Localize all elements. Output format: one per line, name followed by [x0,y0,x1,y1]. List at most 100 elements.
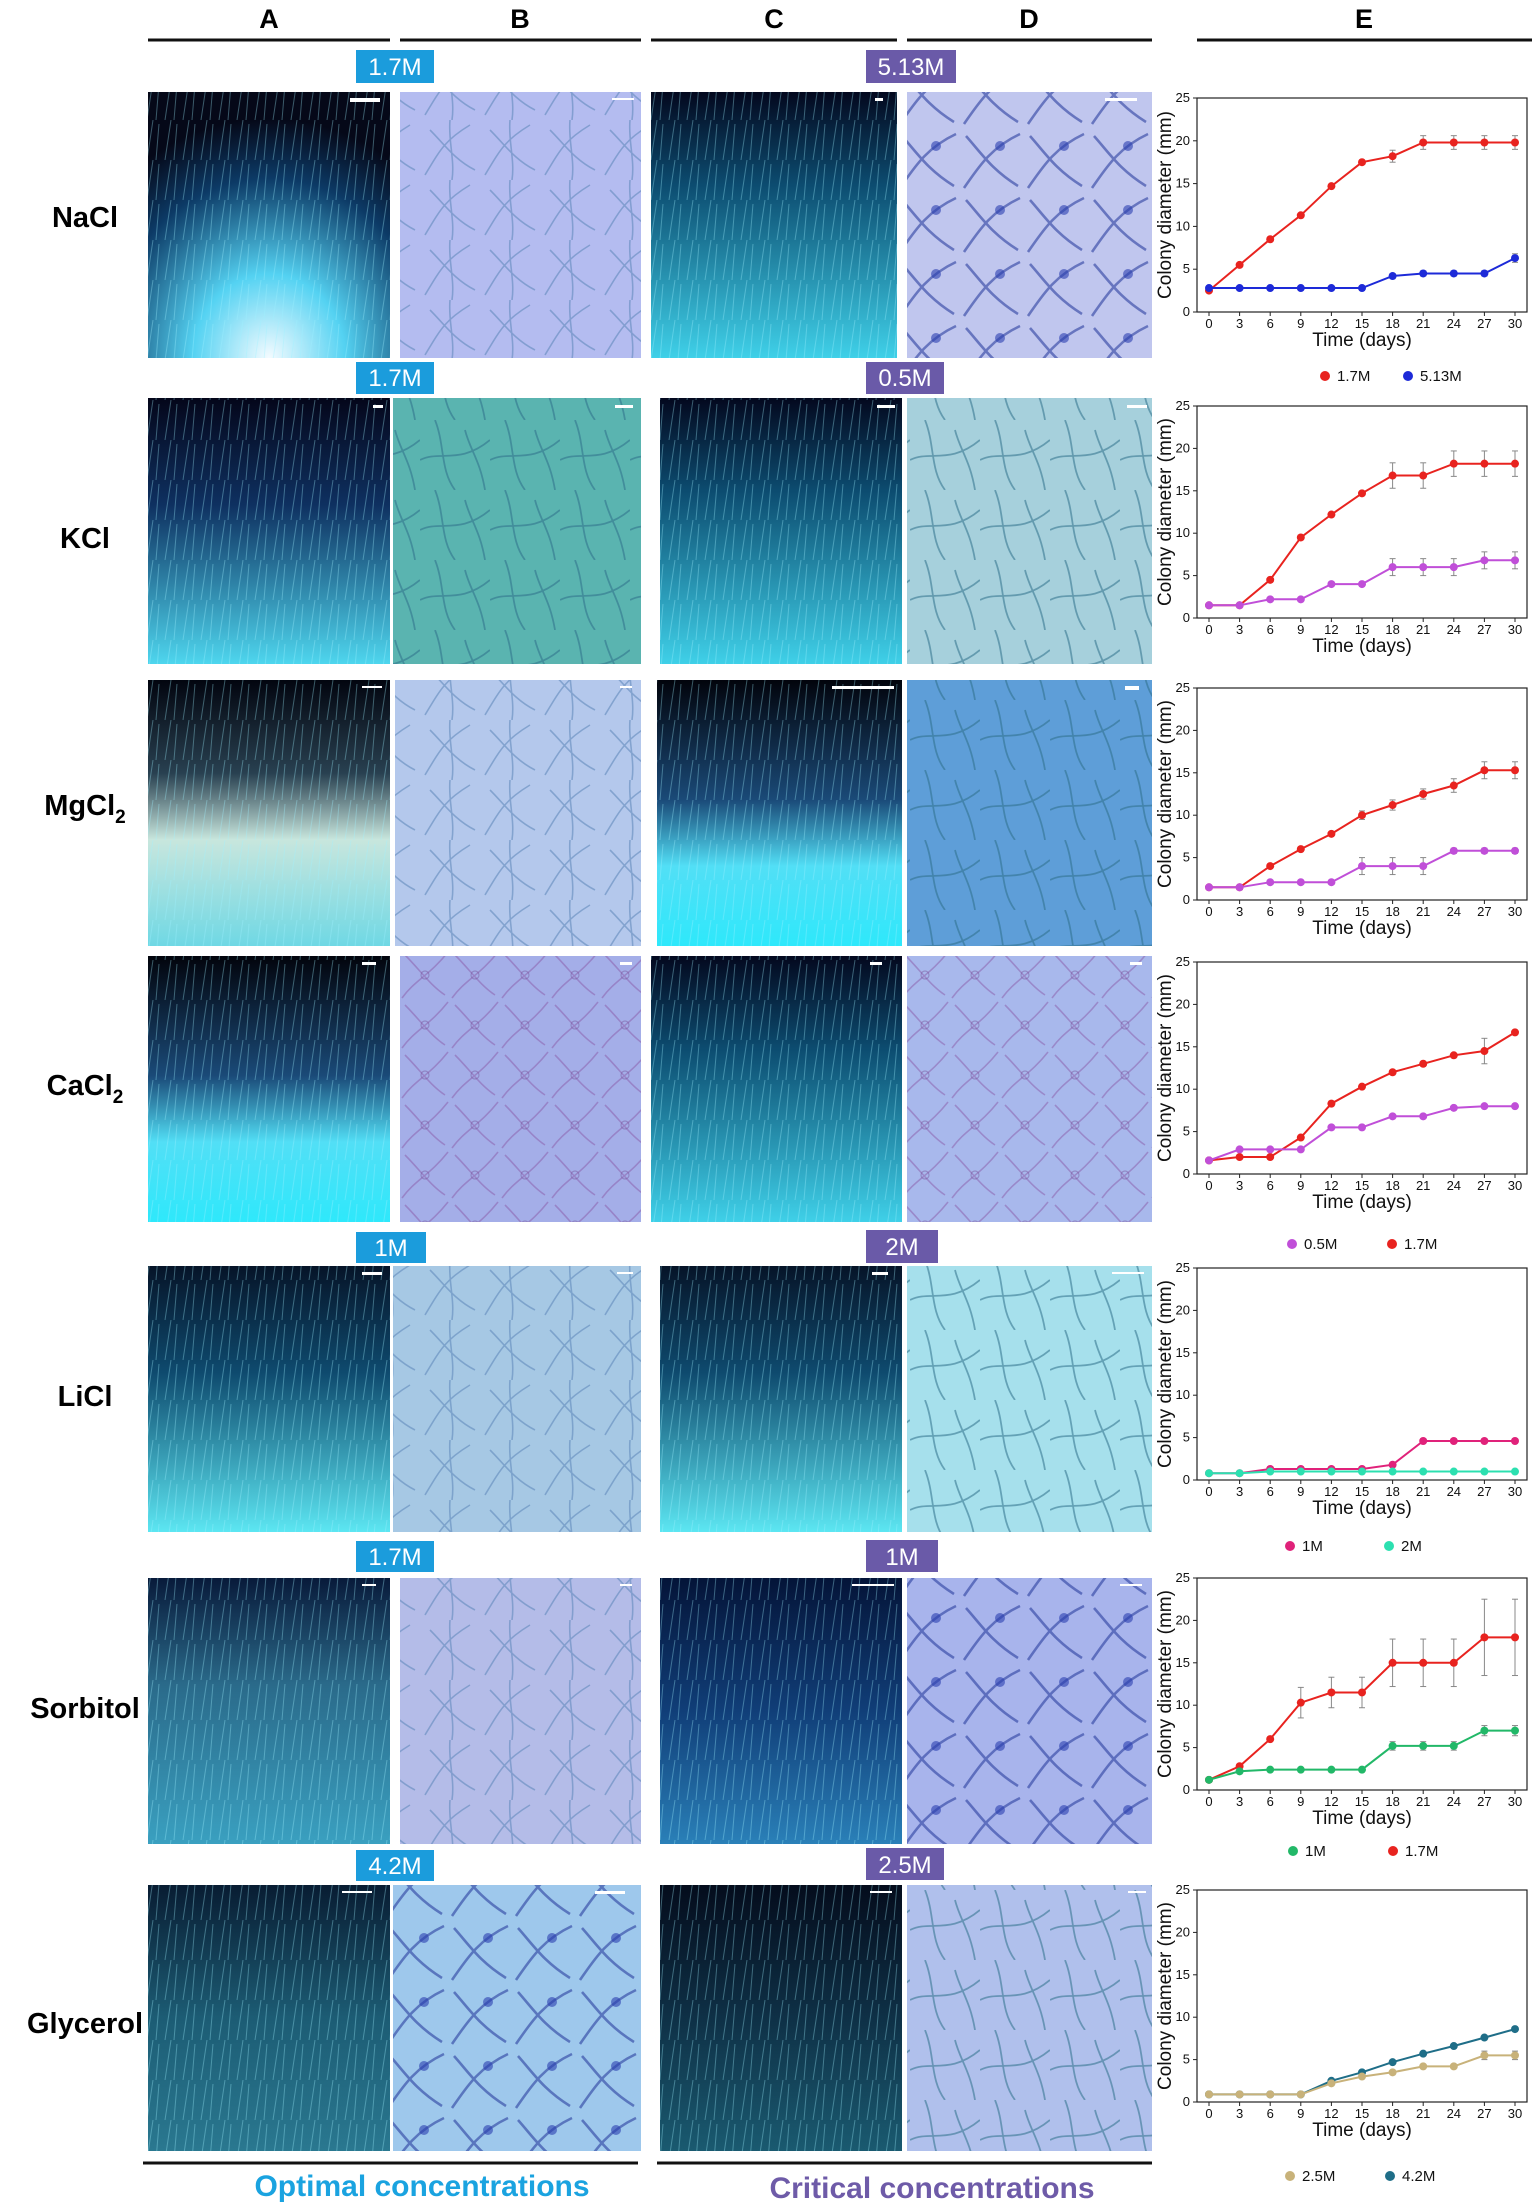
micrograph-cacl2-c [651,956,902,1222]
x-axis-label: Time (days) [1312,2120,1412,2141]
x-tick-label: 6 [1267,1178,1274,1193]
data-point [1388,1467,1397,1476]
data-point [1235,1469,1244,1478]
x-tick-label: 3 [1236,1794,1243,1809]
svg-text:1.7M: 1.7M [368,54,421,81]
legend-label: 0.5M [1304,1236,1337,1253]
x-tick-label: 0 [1205,1794,1212,1809]
data-point [1449,269,1458,278]
x-tick-label: 15 [1355,1484,1369,1499]
data-point [1358,1123,1366,1132]
tag-sorbitol-critical: 1M [866,1540,938,1572]
x-axis-label: Time (days) [1312,636,1412,657]
chart-licl: 0 5 10 15 20 25 0 3 6 9 12 15 18 21 24 27 30 Time (days) C… [1155,1260,1528,1519]
micrograph-kcl-a [148,398,390,664]
data-point [1388,563,1397,572]
y-tick-label: 5 [1183,261,1190,276]
data-point [1235,260,1244,269]
series-1-7M [1205,135,1519,295]
data-point [1419,1059,1428,1068]
data-point [1327,1123,1336,1132]
data-point [1235,1153,1244,1162]
x-tick-label: 24 [1447,1794,1461,1809]
x-tick-label: 12 [1324,1484,1338,1499]
y-tick-label: 25 [1176,680,1190,695]
x-tick-label: 24 [1447,1484,1461,1499]
data-point [1480,1633,1489,1642]
plot-frame [1196,961,1528,1175]
y-tick-label: 10 [1176,1387,1190,1402]
legend-marker [1387,1239,1397,1249]
y-tick-label: 20 [1176,996,1190,1011]
series-0-5M [1205,1102,1519,1165]
tag-glycerol-optimal: 4.2M [356,1850,434,1881]
data-point [1511,846,1519,855]
svg-text:4.2M: 4.2M [368,1853,421,1880]
x-tick-label: 21 [1416,2106,1430,2121]
legend-1: 0.5M 1.7M [1287,1236,1437,1253]
data-point [1419,1467,1428,1476]
data-point [1358,1467,1366,1476]
svg-text:2.5M: 2.5M [878,1852,931,1879]
x-tick-label: 0 [1205,622,1212,637]
y-tick-label: 25 [1176,1882,1190,1897]
svg-text:1.7M: 1.7M [368,1544,421,1571]
data-point [1358,862,1366,871]
y-axis-label: Colony diameter (mm) [1155,111,1176,299]
series-2-5M [1205,2050,1519,2099]
data-point [1296,1765,1305,1774]
micrograph-cacl2-b [400,956,641,1222]
data-point [1449,781,1458,790]
data-point [1205,883,1213,892]
micrograph-glycerol-b [393,1885,641,2151]
micrograph-mgcl2-a [148,680,390,946]
x-tick-label: 27 [1477,904,1491,919]
x-tick-label: 18 [1385,622,1399,637]
data-point [1449,1467,1458,1476]
column-header-a: A [259,4,279,34]
micrograph-sorbitol-d [907,1578,1152,1844]
data-point [1419,1112,1428,1121]
data-point [1511,556,1519,565]
data-point [1296,284,1305,293]
data-point [1296,1145,1305,1154]
x-tick-label: 12 [1324,1178,1338,1193]
micrograph-sorbitol-b [400,1578,641,1844]
y-tick-label: 0 [1183,304,1190,319]
data-point [1511,1436,1519,1445]
data-point [1358,811,1366,820]
plot-frame [1196,1889,1528,2103]
data-point [1419,1741,1428,1750]
y-tick-label: 10 [1176,218,1190,233]
data-point [1266,1467,1275,1476]
series-0-5M [1205,551,1519,610]
y-tick-label: 20 [1176,1612,1190,1627]
x-tick-label: 0 [1205,1178,1212,1193]
x-tick-label: 30 [1508,622,1522,637]
data-point [1449,1103,1458,1112]
data-point [1480,1102,1489,1111]
legend-label: 1.7M [1404,1236,1437,1253]
x-tick-label: 12 [1324,2106,1338,2121]
data-point [1419,1658,1428,1667]
data-point [1511,766,1519,775]
x-tick-label: 21 [1416,622,1430,637]
data-point [1327,1099,1336,1108]
data-point [1480,556,1489,565]
chart-glycerol: 0 5 10 15 20 25 0 3 6 9 12 15 18 21 24 27 30 Time (days) C… [1155,1882,1528,2141]
data-point [1480,1467,1489,1476]
x-tick-label: 24 [1447,1178,1461,1193]
x-tick-label: 30 [1508,2106,1522,2121]
x-tick-label: 15 [1355,2106,1369,2121]
data-point [1480,846,1489,855]
x-tick-label: 6 [1267,1794,1274,1809]
y-axis-label: Colony diameter (mm) [1155,1590,1176,1778]
x-tick-label: 9 [1297,904,1304,919]
x-tick-label: 27 [1477,622,1491,637]
data-point [1235,2090,1244,2099]
data-point [1388,2058,1397,2067]
y-tick-label: 0 [1183,2094,1190,2109]
y-tick-label: 5 [1183,568,1190,583]
series-5-13M [1205,253,1519,293]
data-point [1266,1145,1275,1154]
